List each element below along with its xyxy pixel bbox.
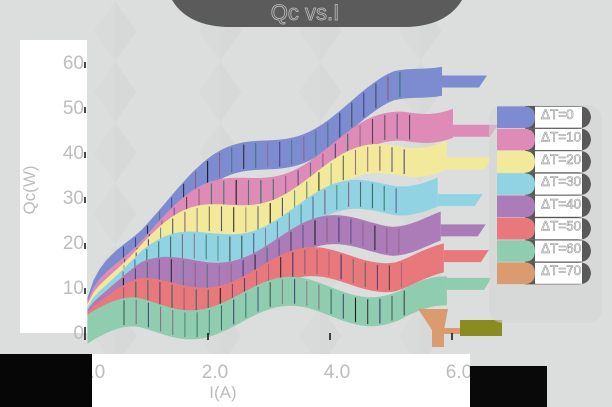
svg-text:0: 0 [73,323,84,344]
svg-text:ΔT=60: ΔT=60 [541,241,581,256]
svg-text:6.0: 6.0 [446,362,472,383]
svg-text:ΔT=10: ΔT=10 [541,130,581,145]
svg-text:Qc(W): Qc(W) [20,165,39,214]
svg-text:4.0: 4.0 [324,362,350,383]
svg-text:ΔT=70: ΔT=70 [541,263,581,278]
svg-text:ΔT=30: ΔT=30 [541,174,581,189]
svg-text:40: 40 [63,143,84,164]
svg-text:10: 10 [63,278,84,299]
svg-text:I(A): I(A) [209,383,236,402]
svg-text:20: 20 [63,233,84,254]
svg-text:2.0: 2.0 [202,362,228,383]
svg-text:ΔT=20: ΔT=20 [541,152,581,167]
svg-text:ΔT=40: ΔT=40 [541,196,581,211]
svg-text:ΔT=50: ΔT=50 [541,219,581,234]
svg-text:50: 50 [63,98,84,119]
svg-text:60: 60 [63,53,84,74]
svg-text:30: 30 [63,188,84,209]
svg-text:ΔT=0: ΔT=0 [541,107,574,122]
svg-text:Qc vs.I: Qc vs.I [271,0,339,25]
